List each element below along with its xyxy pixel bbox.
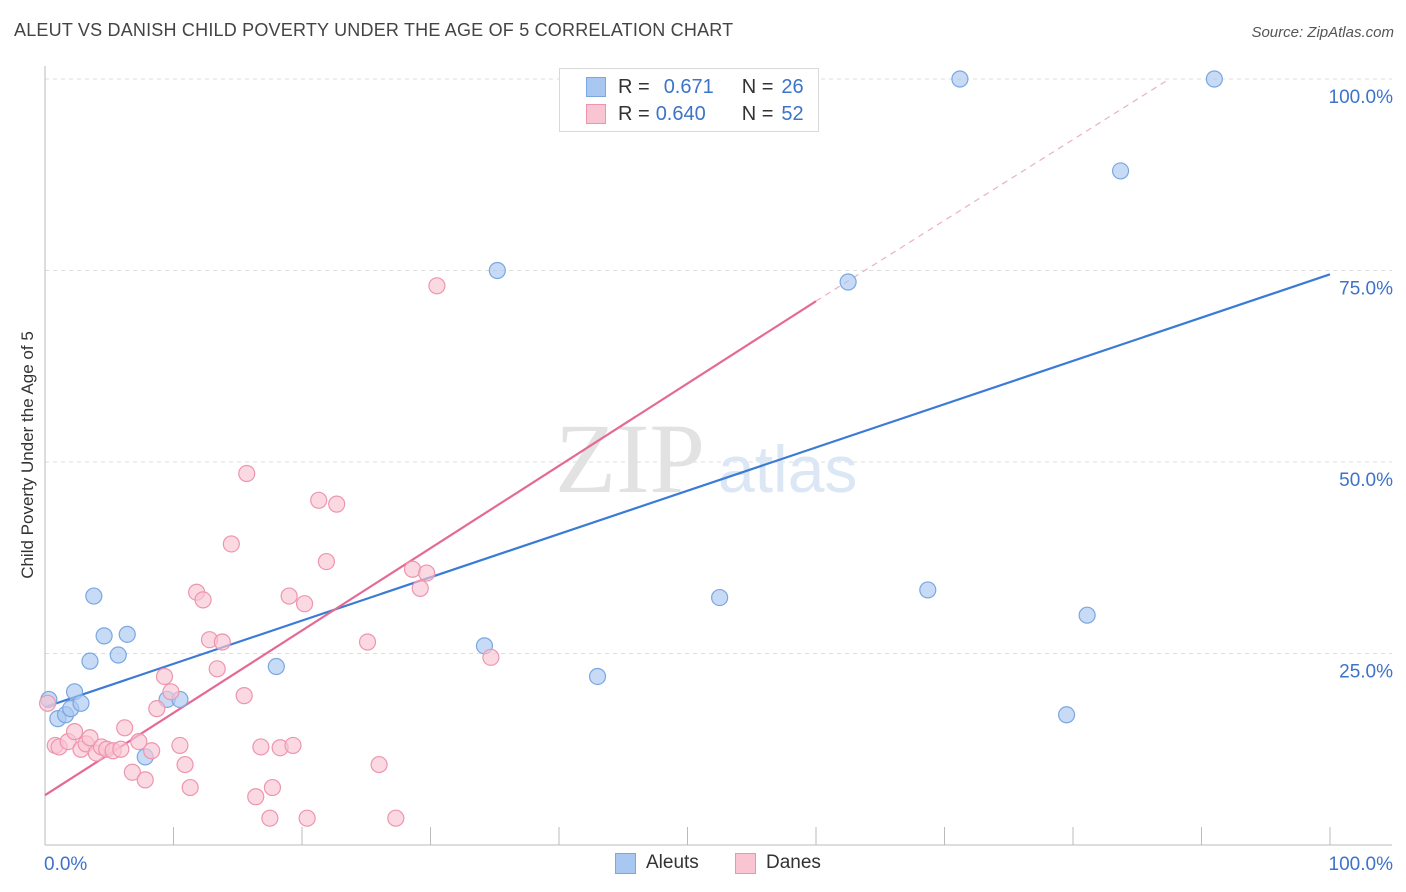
watermark-atlas: atlas bbox=[718, 432, 857, 506]
point-danes bbox=[81, 729, 99, 747]
point-danes bbox=[247, 788, 265, 806]
point-danes bbox=[123, 763, 141, 781]
point-aleuts bbox=[951, 70, 969, 88]
bottom-legend-label-danes: Danes bbox=[766, 852, 821, 873]
point-danes bbox=[155, 667, 174, 686]
point-danes bbox=[235, 687, 253, 705]
trendline-danes bbox=[44, 300, 817, 797]
point-danes bbox=[328, 495, 346, 513]
legend-swatch-danes bbox=[586, 104, 606, 124]
point-danes bbox=[263, 778, 282, 797]
bottom-legend-label-aleuts: Aleuts bbox=[646, 852, 699, 873]
point-aleuts bbox=[81, 652, 99, 670]
point-danes bbox=[213, 633, 231, 651]
bottom-legend-swatch-aleuts bbox=[615, 852, 636, 874]
point-danes bbox=[418, 564, 436, 582]
point-danes bbox=[208, 660, 226, 678]
trendlines bbox=[44, 78, 1331, 797]
point-aleuts bbox=[95, 627, 113, 645]
legend-row-aleuts: R = 0.671 N = 26 bbox=[586, 75, 804, 99]
point-danes bbox=[148, 700, 166, 718]
trendline-aleuts bbox=[44, 273, 1331, 709]
point-aleuts bbox=[118, 625, 136, 643]
point-danes bbox=[162, 683, 180, 701]
bottom-legend-danes: Danes bbox=[735, 852, 821, 874]
point-danes bbox=[222, 535, 240, 553]
point-danes bbox=[403, 560, 422, 578]
source-label: Source: ZipAtlas.com bbox=[1251, 24, 1394, 41]
point-danes bbox=[116, 719, 134, 737]
point-aleuts bbox=[1111, 162, 1130, 180]
point-danes bbox=[428, 277, 446, 295]
bottom-legend-aleuts: Aleuts bbox=[615, 852, 699, 874]
point-danes bbox=[136, 771, 154, 789]
point-danes bbox=[482, 648, 500, 666]
point-danes bbox=[194, 591, 212, 609]
bottom-legend-swatch-danes bbox=[735, 852, 756, 874]
point-danes bbox=[181, 778, 199, 797]
point-danes bbox=[112, 740, 130, 758]
x-tick-label-max: 100.0% bbox=[1329, 854, 1394, 875]
legend-swatch-aleuts bbox=[586, 77, 606, 97]
point-aleuts bbox=[72, 694, 90, 712]
point-danes bbox=[143, 742, 161, 760]
point-danes bbox=[171, 736, 189, 755]
point-aleuts bbox=[1205, 70, 1223, 88]
chart-title: ALEUT VS DANISH CHILD POVERTY UNDER THE … bbox=[14, 20, 734, 40]
x-tick-label-min: 0.0% bbox=[44, 854, 87, 875]
point-danes bbox=[261, 809, 279, 827]
point-danes bbox=[370, 755, 388, 774]
point-danes bbox=[298, 809, 316, 827]
point-danes bbox=[358, 633, 377, 651]
point-danes bbox=[38, 694, 57, 712]
tick-labels: 25.0% 50.0% 75.0% 100.0% 0.0% 100.0% bbox=[44, 87, 1393, 875]
point-danes bbox=[238, 464, 256, 483]
point-danes bbox=[280, 587, 298, 605]
point-aleuts bbox=[85, 587, 103, 605]
legend: R = 0.671 N = 26 R = 0.640 N = 52 bbox=[559, 68, 819, 132]
point-danes bbox=[284, 736, 302, 755]
trendline-danes-extension bbox=[815, 78, 1170, 302]
legend-n-label: N = bbox=[741, 102, 774, 125]
point-danes bbox=[387, 809, 405, 827]
point-danes bbox=[176, 755, 194, 774]
y-tick-label: 50.0% bbox=[1339, 470, 1393, 491]
legend-r-value-aleuts: 0.671 bbox=[663, 75, 714, 98]
legend-r-value-danes: 0.640 bbox=[655, 102, 706, 125]
point-danes bbox=[130, 732, 148, 751]
point-aleuts bbox=[488, 261, 506, 280]
legend-r-label: R = bbox=[618, 75, 650, 98]
point-danes bbox=[65, 723, 84, 741]
point-aleuts bbox=[1057, 706, 1076, 724]
axes bbox=[44, 66, 1392, 846]
point-aleuts bbox=[109, 646, 127, 664]
point-danes bbox=[310, 491, 328, 509]
legend-r-label: R = bbox=[618, 102, 650, 125]
point-danes bbox=[411, 579, 429, 597]
y-tick-label: 25.0% bbox=[1339, 662, 1393, 683]
legend-n-value-aleuts: 26 bbox=[781, 75, 804, 98]
y-tick-label: 100.0% bbox=[1329, 87, 1394, 108]
point-danes bbox=[317, 552, 336, 571]
point-aleuts bbox=[919, 581, 937, 599]
point-danes bbox=[295, 595, 314, 613]
legend-n-value-danes: 52 bbox=[781, 102, 804, 125]
legend-row-danes: R = 0.640 N = 52 bbox=[586, 102, 804, 126]
legend-n-label: N = bbox=[741, 75, 774, 98]
point-danes bbox=[252, 738, 270, 756]
bottom-legend: Aleuts Danes bbox=[0, 852, 1406, 876]
point-aleuts bbox=[839, 273, 857, 291]
data-points bbox=[38, 70, 1223, 827]
point-aleuts bbox=[267, 657, 285, 676]
point-aleuts bbox=[588, 667, 607, 686]
watermark: ZIP atlas bbox=[555, 403, 857, 514]
y-tick-label: 75.0% bbox=[1339, 279, 1393, 300]
point-aleuts bbox=[1078, 606, 1096, 624]
gridlines bbox=[45, 78, 1392, 654]
point-aleuts bbox=[711, 588, 729, 607]
